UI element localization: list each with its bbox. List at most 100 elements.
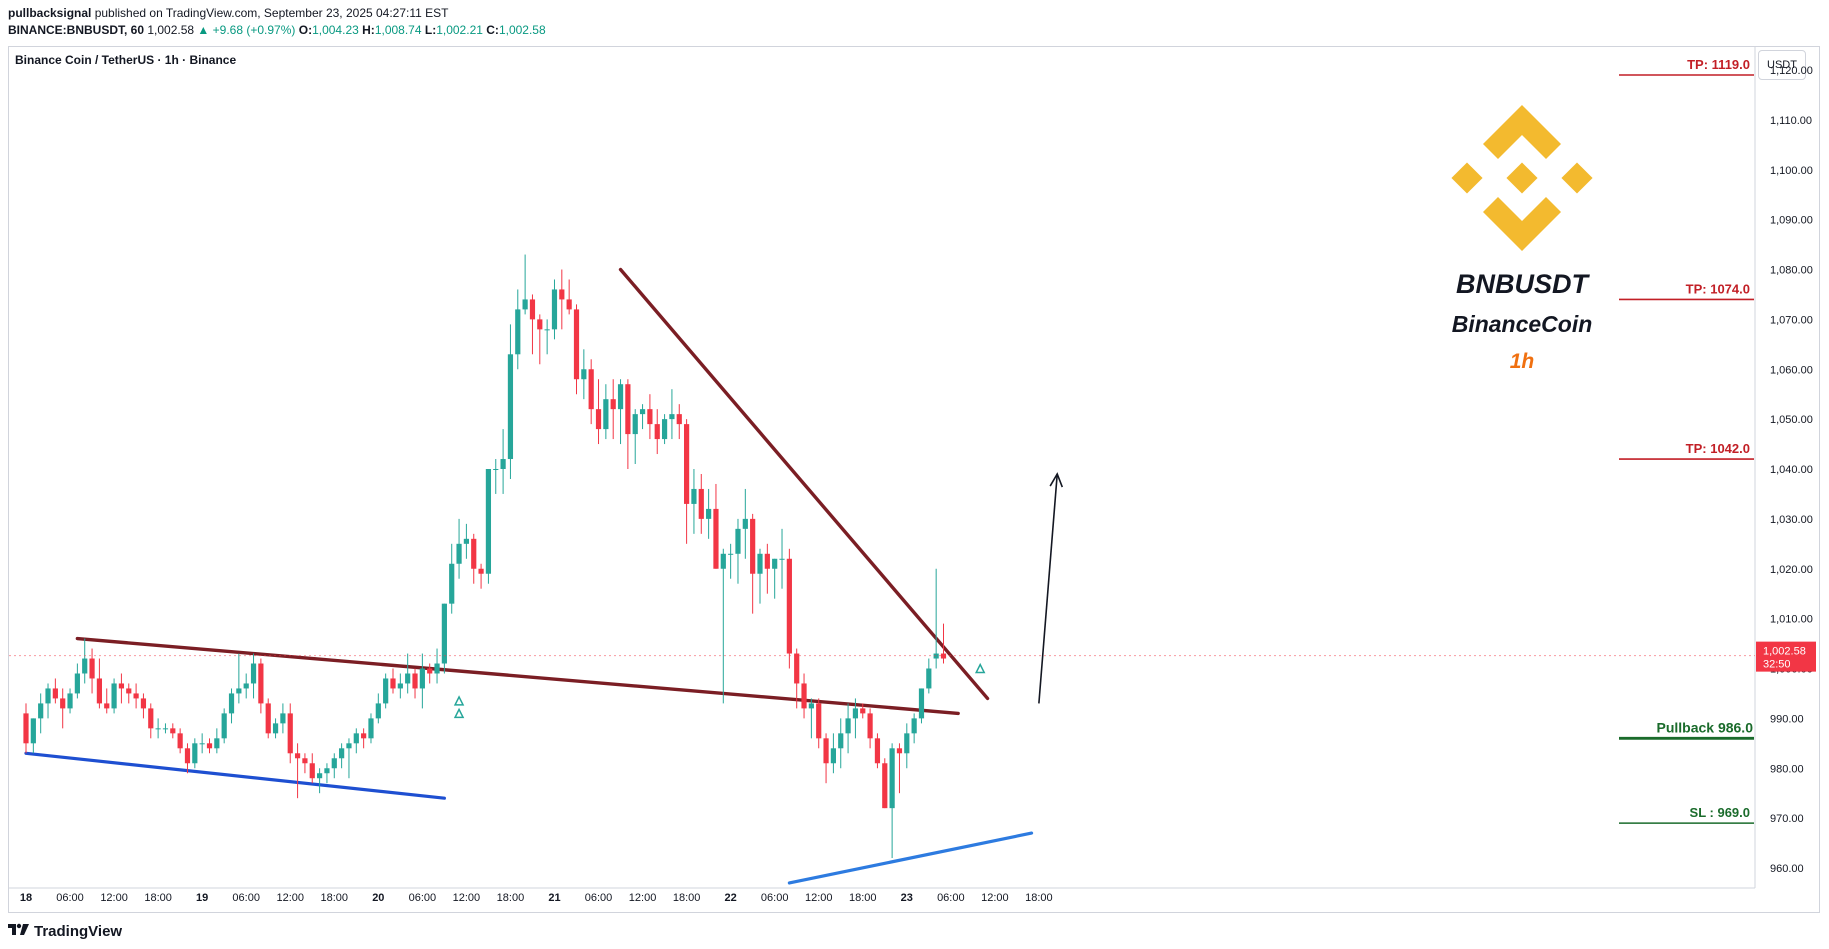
candle-body xyxy=(397,683,403,689)
open-label: O: xyxy=(298,23,313,37)
candle-down xyxy=(258,658,264,714)
candle-body xyxy=(588,369,594,410)
candle-body xyxy=(889,748,895,809)
candle-body xyxy=(500,459,506,469)
y-tick-label: 1,120.00 xyxy=(1770,65,1813,77)
candle-body xyxy=(390,678,396,689)
binance-logo-icon xyxy=(1451,105,1593,251)
candle-body xyxy=(911,718,917,734)
candle-up xyxy=(375,693,381,724)
last-price-value: 1,002.58 xyxy=(1763,646,1806,658)
x-tick-label: 06:00 xyxy=(56,892,84,904)
close-value: 1,002.58 xyxy=(498,23,546,37)
publish-info: published on TradingView.com, September … xyxy=(94,6,449,20)
candle-up xyxy=(911,713,917,744)
candle-body xyxy=(852,708,859,719)
candle-up xyxy=(742,488,748,559)
candle-up xyxy=(845,703,851,754)
candle-body xyxy=(331,758,337,769)
candle-down xyxy=(625,379,631,469)
y-tick-label: 980.00 xyxy=(1770,763,1804,775)
time-axis: 18 06:00 12:00 18:00 19 06:00 12:00 18:00 20 06:0… xyxy=(9,887,1755,904)
publisher-name[interactable]: pullbacksignal xyxy=(8,6,92,20)
last-price-badge xyxy=(1756,641,1816,672)
candle-down xyxy=(566,279,572,315)
candle-body xyxy=(228,693,235,714)
candle-down xyxy=(265,698,271,739)
projection-arrowhead xyxy=(1049,472,1064,488)
candle-up xyxy=(30,718,36,754)
candle-body xyxy=(383,678,389,704)
candle-body xyxy=(926,668,932,689)
candle-down xyxy=(595,379,602,445)
candle-down xyxy=(184,743,191,774)
candle-body xyxy=(221,713,227,739)
candle-up xyxy=(353,728,359,754)
candle-body xyxy=(206,743,213,749)
candle-up xyxy=(617,379,624,445)
x-tick-label: 06:00 xyxy=(232,892,260,904)
candle-down xyxy=(713,483,719,569)
low-label: L: xyxy=(424,23,437,37)
x-tick-label: 12:00 xyxy=(805,892,833,904)
level-label-tp-1119: TP: 1119.0 xyxy=(1687,57,1750,72)
candle-body xyxy=(118,683,125,689)
low-value: 1,002.21 xyxy=(436,23,483,37)
candle-up xyxy=(757,548,763,604)
candle-body xyxy=(471,538,477,569)
candle-body xyxy=(933,653,939,659)
candle-body xyxy=(463,538,469,544)
candle-up xyxy=(449,543,455,614)
candle-down xyxy=(764,543,770,594)
candle-body xyxy=(478,568,484,574)
candle-body xyxy=(104,703,110,709)
candle-body xyxy=(874,738,881,764)
candle-body xyxy=(661,419,668,440)
candle-down xyxy=(177,728,183,754)
x-tick-label: 12:00 xyxy=(100,892,128,904)
currency-button[interactable]: USDT xyxy=(1758,50,1806,80)
candle-body xyxy=(170,728,176,734)
candle-body xyxy=(772,558,778,569)
candle-body xyxy=(742,518,748,529)
candle-up xyxy=(515,289,521,370)
candle-body xyxy=(265,703,271,734)
candle-body xyxy=(456,543,462,564)
signal-triangle xyxy=(453,707,465,719)
candle-up xyxy=(838,718,844,769)
candle-body xyxy=(676,414,682,425)
candle-body xyxy=(764,553,770,569)
candle-body xyxy=(23,713,29,744)
candle-up xyxy=(889,743,895,859)
x-tick-label: 12:00 xyxy=(981,892,1009,904)
candle-body xyxy=(654,424,660,440)
x-tick-label: 06:00 xyxy=(585,892,613,904)
symbol-label: BINANCE:BNBUSDT, 60 xyxy=(8,23,145,37)
candle-down xyxy=(559,269,565,330)
candle-body xyxy=(236,688,242,694)
candle-up xyxy=(214,728,220,754)
tradingview-logo[interactable]: TradingView xyxy=(8,922,122,940)
candle-up xyxy=(419,653,425,709)
candle-body xyxy=(639,409,646,415)
x-tick-label: 18:00 xyxy=(673,892,701,904)
candle-down xyxy=(537,314,543,365)
candle-body xyxy=(603,399,609,430)
candle-body xyxy=(339,748,345,759)
candle-body xyxy=(684,424,690,504)
candle-body xyxy=(126,688,132,694)
candle-body xyxy=(324,768,330,774)
candle-up xyxy=(441,603,447,674)
candle-up xyxy=(317,768,323,794)
candle-up xyxy=(162,723,169,734)
candle-body xyxy=(250,663,257,684)
candle-down xyxy=(148,703,154,739)
candle-body xyxy=(375,703,381,719)
candle-body xyxy=(940,653,947,659)
candle-up xyxy=(485,469,492,584)
candle-down xyxy=(573,304,580,395)
candle-up xyxy=(45,683,51,719)
candle-down xyxy=(309,753,315,784)
candle-body xyxy=(698,488,704,519)
